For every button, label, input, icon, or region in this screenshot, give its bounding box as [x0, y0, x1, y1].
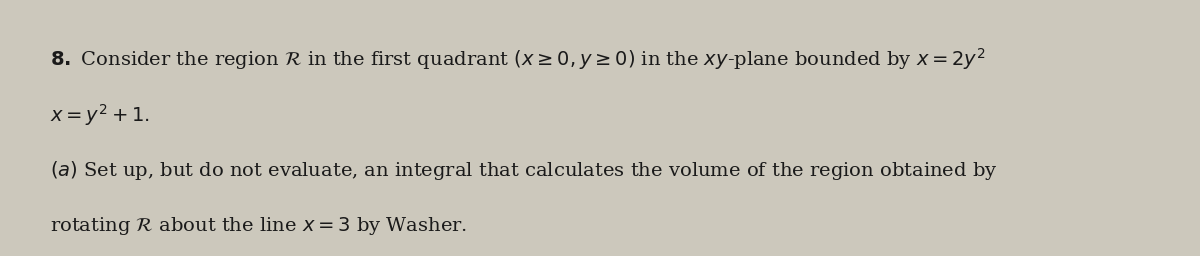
Text: $(a)$ Set up, but do not evaluate, an integral that calculates the volume of the: $(a)$ Set up, but do not evaluate, an in… — [50, 159, 998, 182]
Text: $\mathbf{8.}$ Consider the region $\mathcal{R}$ in the first quadrant $(x \geq 0: $\mathbf{8.}$ Consider the region $\math… — [50, 46, 986, 72]
Text: rotating $\mathcal{R}$ about the line $x = 3$ by Washer.: rotating $\mathcal{R}$ about the line $x… — [50, 215, 468, 237]
Text: $x = y^2 + 1.$: $x = y^2 + 1.$ — [50, 102, 150, 128]
